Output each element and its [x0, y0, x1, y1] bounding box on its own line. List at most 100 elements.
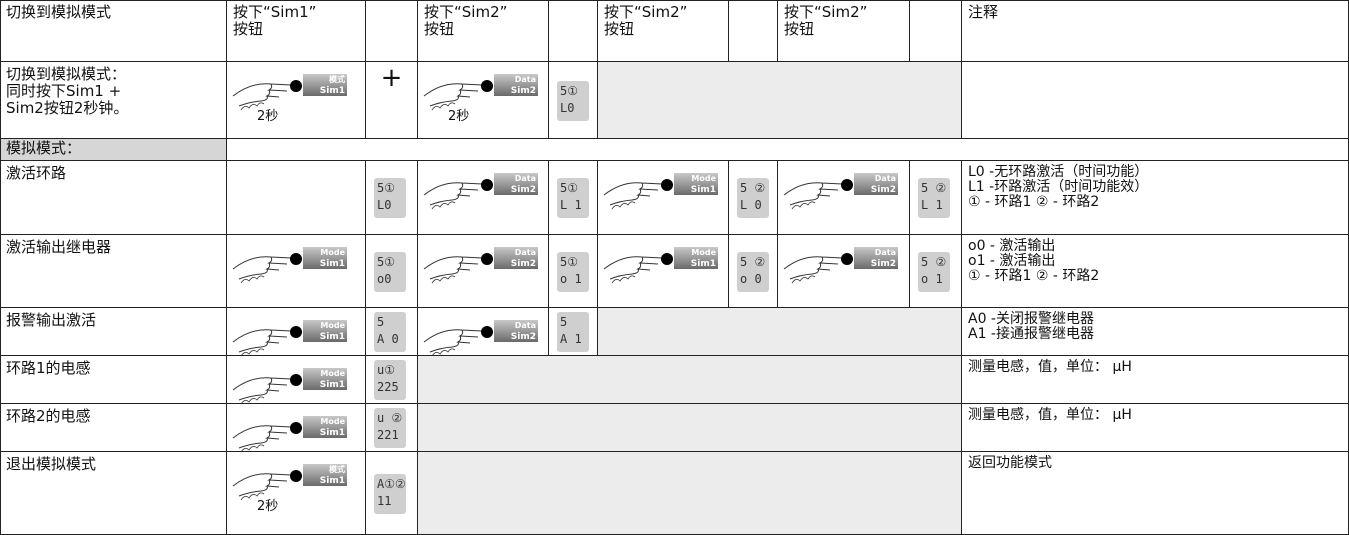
header-cell: 注释 [962, 1, 1349, 62]
item-cell: Mode Sim1 [227, 404, 366, 453]
section-fill [227, 139, 1349, 161]
lcd-line: 5① [377, 181, 395, 195]
button-label: Data [875, 248, 896, 257]
lcd-display: u① 225 [374, 360, 406, 400]
button-label: Sim2 [871, 185, 896, 195]
header-cell [729, 1, 778, 62]
notes-cell: 测量电感，值，单位： µH [962, 404, 1349, 452]
item-cell: 5① L 1 [549, 161, 598, 235]
button-label: Sim1 [691, 185, 716, 195]
header-step: 按下“Sim2” [784, 3, 868, 21]
lcd-line: o 1 [560, 271, 582, 286]
notes-cell: A0 -关闭报警继电器 A1 -接通报警继电器 [962, 308, 1349, 356]
notes-cell [962, 62, 1349, 139]
lcd-line: L0 [560, 100, 575, 115]
header-cell [366, 1, 418, 62]
header-cell [910, 1, 962, 62]
lcd-line: o0 [377, 271, 392, 286]
press-button-icon: 模式 Sim1 [232, 74, 347, 111]
notes-cell: 测量电感，值，单位： µH [962, 356, 1349, 404]
button-label: Sim1 [320, 259, 345, 269]
press-button-icon: Mode Sim1 [603, 173, 718, 210]
press-button-icon: Mode Sim1 [232, 416, 347, 453]
notes-cell: 返回功能模式 [962, 452, 1349, 535]
row-label-line: Sim2按钮2秒钟。 [6, 99, 129, 117]
row-label-line: 模拟模式： [6, 139, 82, 157]
button-label: Data [515, 248, 536, 257]
press-button-icon: Data Sim2 [783, 247, 898, 284]
lcd-line: o 0 [740, 271, 762, 286]
item-cell: Mode Sim1 [227, 235, 366, 308]
note-line: 返回功能模式 [968, 455, 1052, 471]
lcd-line: 221 [377, 428, 399, 442]
header-step: 按钮 [604, 20, 635, 38]
press-button-icon: 模式 Sim1 [232, 464, 347, 501]
lcd-line: 5① [377, 254, 395, 269]
press-button-icon: Mode Sim1 [232, 368, 347, 405]
note-line: L1 -环路激活（时间功能效） [968, 179, 1149, 195]
button-label: Mode [320, 417, 345, 426]
item-cell: u ② 221 [366, 404, 418, 452]
lcd-line: 5 ② [740, 181, 766, 195]
header-step: 按下“Sim2” [604, 3, 688, 21]
lcd-line: A 0 [377, 332, 399, 346]
row-label-line: 切换到模拟模式： [6, 65, 127, 83]
note-line: ① - 环路1 ② - 环路2 [968, 194, 1100, 210]
header-cell: 切换到模拟模式 [1, 1, 227, 62]
lcd-line: L 0 [740, 198, 762, 212]
press-button-icon: Data Sim2 [423, 173, 538, 210]
empty-fill [418, 404, 962, 452]
item-cell: 5① L0 [366, 161, 418, 235]
press-duration: 2秒 [257, 499, 279, 514]
lcd-line: 5① [560, 181, 578, 195]
empty-fill [598, 62, 962, 139]
button-label: Mode [320, 248, 345, 257]
notes-cell: L0 -无环路激活（时间功能） L1 -环路激活（时间功能效） ① - 环路1 ② … [962, 161, 1349, 235]
lcd-display: 5① o 1 [557, 251, 589, 292]
item-cell: Data Sim2 [778, 161, 910, 235]
empty-cell [227, 161, 366, 235]
note-line: 测量电感，值，单位： µH [968, 407, 1132, 423]
row-label-line: 报警输出激活 [6, 311, 97, 329]
lcd-display: u ② 221 [374, 408, 406, 448]
plus-symbol: + [380, 63, 403, 93]
note-line: 测量电感，值，单位： µH [968, 359, 1132, 375]
button-label: Data [875, 174, 896, 183]
button-label: Sim1 [320, 86, 345, 96]
button-label: 模式 [329, 74, 345, 84]
button-label: Sim1 [320, 380, 345, 390]
header-step: 按钮 [784, 20, 815, 38]
press-button-icon: Data Sim2 [423, 74, 538, 111]
row-label: 激活输出继电器 [1, 235, 227, 308]
button-label: Sim1 [320, 476, 345, 486]
lcd-line: 5① [560, 83, 578, 98]
button-label: Sim2 [511, 185, 536, 195]
header-cell [549, 1, 598, 62]
item-cell: Mode Sim1 [227, 308, 366, 357]
lcd-line: o 1 [921, 271, 943, 286]
lcd-line: 11 [377, 493, 392, 508]
lcd-display: A①② 11 [374, 473, 406, 514]
header-step: 按钮 [424, 20, 455, 38]
button-label: Mode [691, 174, 716, 183]
row-label-line: 激活环路 [6, 164, 67, 182]
lcd-display: 5① o0 [374, 251, 406, 292]
row-label-line: 环路1的电感 [6, 359, 91, 377]
lcd-display: 5① L0 [374, 178, 406, 218]
item-cell: 模式 Sim1 2秒 [227, 62, 366, 139]
row-label-line: 退出模拟模式 [6, 455, 97, 473]
notes-cell: o0 - 激活输出 o1 - 激活输出 ① - 环路1 ② - 环路2 [962, 235, 1349, 308]
button-label: Data [515, 75, 536, 84]
lcd-line: L 1 [560, 198, 582, 212]
button-label: Sim2 [511, 332, 536, 342]
lcd-line: 5 [377, 315, 385, 329]
header-step: 按下“Sim1” [233, 3, 317, 21]
header-step: 按下“Sim2” [424, 3, 508, 21]
button-label: Sim2 [511, 86, 536, 96]
